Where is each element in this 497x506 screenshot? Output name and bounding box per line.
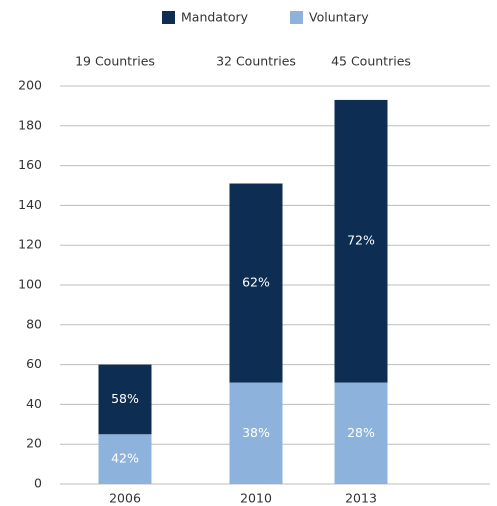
y-tick-label: 180: [18, 117, 42, 132]
share-label: 28%: [347, 425, 375, 440]
share-label: 58%: [111, 391, 139, 406]
y-tick-label: 200: [18, 78, 42, 93]
y-tick-label: 100: [18, 277, 42, 292]
y-tick-label: 60: [26, 356, 42, 371]
bar-segment: [98, 434, 152, 484]
x-tick-label: 2006: [109, 491, 141, 506]
y-tick-label: 140: [18, 197, 42, 212]
bar-segment: [229, 183, 283, 383]
share-label: 72%: [347, 233, 375, 248]
share-label: 38%: [242, 425, 270, 440]
x-tick-label: 2010: [240, 491, 272, 506]
annotation: 45 Countries: [331, 54, 411, 69]
bar-segment: [98, 364, 152, 435]
y-tick-label: 120: [18, 237, 42, 252]
share-label: 42%: [111, 451, 139, 466]
bar-segment: [334, 382, 388, 484]
annotation: 19 Countries: [75, 54, 155, 69]
y-tick-label: 20: [26, 436, 42, 451]
legend-swatch: [290, 11, 303, 24]
annotation: 32 Countries: [216, 54, 296, 69]
y-tick-label: 160: [18, 157, 42, 172]
bar-segment: [229, 382, 283, 484]
legend-swatch: [162, 11, 175, 24]
bar-segment: [334, 99, 388, 383]
y-tick-label: 40: [26, 396, 42, 411]
legend-label: Voluntary: [309, 10, 369, 25]
legend-label: Mandatory: [181, 10, 249, 25]
x-tick-label: 2013: [345, 491, 377, 506]
y-tick-label: 0: [34, 476, 42, 491]
share-label: 62%: [242, 275, 270, 290]
y-tick-label: 80: [26, 316, 42, 331]
